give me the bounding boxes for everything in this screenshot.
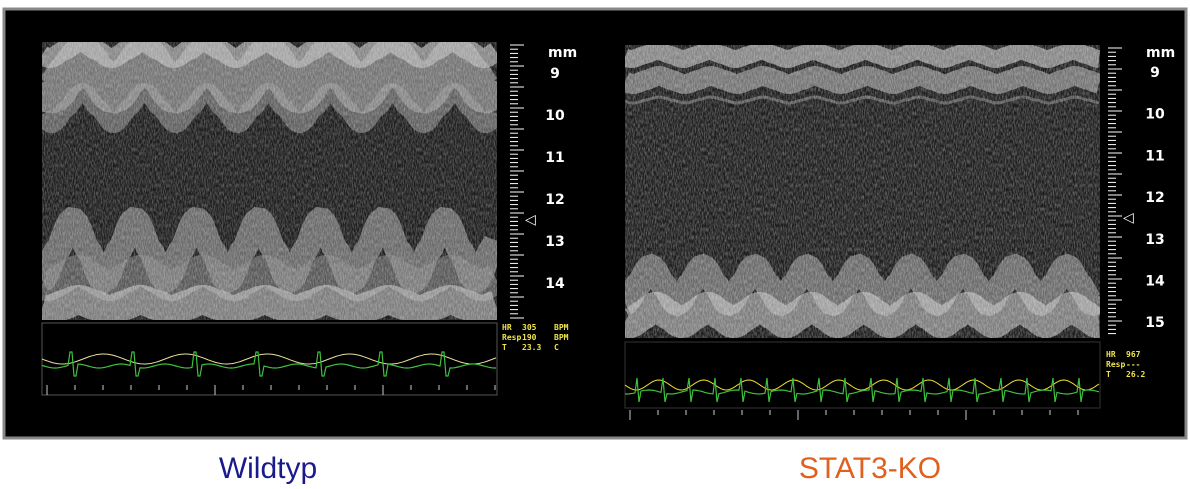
vital: 190 — [522, 333, 537, 342]
scale-label: 12 — [1145, 190, 1164, 206]
vital: HR — [502, 323, 512, 332]
scale-label: 11 — [545, 150, 564, 166]
caption: STAT3-KO — [799, 452, 941, 485]
m-mode-image — [42, 42, 497, 320]
scale-label: 10 — [545, 108, 565, 124]
vital: BPM — [554, 323, 569, 332]
vital: T — [502, 343, 507, 352]
scale-unit: mm — [1146, 45, 1175, 61]
focus-marker: ◁ — [525, 212, 536, 228]
vital: BPM — [554, 333, 569, 342]
caption: Wildtyp — [219, 452, 317, 485]
scale-label: 12 — [545, 192, 564, 208]
scale-label: 9 — [1150, 65, 1160, 81]
vital: 23.3 — [522, 343, 541, 352]
speckle — [42, 42, 497, 320]
speckle — [625, 45, 1100, 338]
figure: mm mm Wildtyp STAT3-KO 9 10 11 12 13 14 ◁ HR 305… — [0, 0, 1190, 489]
ecg-box — [42, 323, 497, 395]
scale-label: 15 — [1145, 315, 1164, 331]
scale-unit: mm — [548, 45, 577, 61]
focus-marker: ◁ — [1123, 210, 1134, 226]
m-mode-image — [625, 45, 1100, 338]
vital: 26.2 — [1126, 370, 1145, 379]
vital: 305 — [522, 323, 537, 332]
scale-label: 14 — [545, 276, 565, 292]
vital: T — [1106, 370, 1111, 379]
vital: --- — [1126, 360, 1140, 369]
vital: HR — [1106, 350, 1116, 359]
scale-label: 9 — [550, 66, 560, 82]
scale-label: 13 — [545, 234, 564, 250]
scale-label: 13 — [1145, 232, 1164, 248]
scale-label: 14 — [1145, 274, 1165, 290]
scale-label: 10 — [1145, 107, 1165, 123]
scale-label: 11 — [1145, 148, 1164, 164]
vital: 967 — [1126, 350, 1141, 359]
vital: C — [554, 343, 559, 352]
page: mm mm Wildtyp STAT3-KO 9 10 11 12 13 14 ◁ HR 305… — [0, 0, 1190, 489]
vital: Resp — [1106, 360, 1125, 369]
vital: Resp — [502, 333, 521, 342]
